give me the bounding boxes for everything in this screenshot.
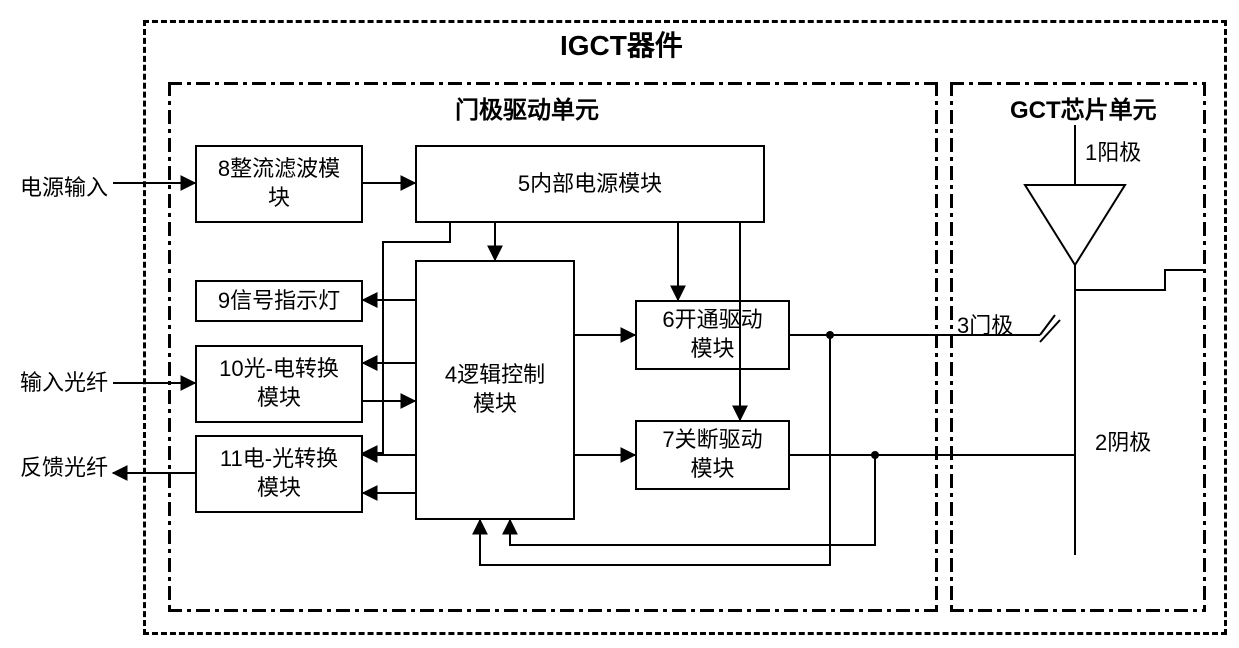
- chip-box-bot: [950, 609, 1206, 612]
- block-5-power: 5内部电源模块: [415, 145, 765, 223]
- block-6-on-drive: 6开通驱动 模块: [635, 300, 790, 370]
- label-fiber-in: 输入光纤: [20, 365, 108, 397]
- block-4-logic: 4逻辑控制 模块: [415, 260, 575, 520]
- chip-box-left: [950, 82, 953, 612]
- chip-box-top: [950, 82, 1206, 85]
- drive-box-bot: [168, 609, 938, 612]
- block-7-off-drive: 7关断驱动 模块: [635, 420, 790, 490]
- label-fiber-fb: 反馈光纤: [20, 450, 108, 482]
- block-11-elec-opt: 11电-光转换 模块: [195, 435, 363, 513]
- label-anode: 1阳极: [1085, 135, 1141, 167]
- block-diagram: IGCT器件 门极驱动单元 GCT芯片单元 电源输入 输入光纤 反馈光纤 1阳极…: [0, 0, 1239, 648]
- block-9-indicator: 9信号指示灯: [195, 280, 363, 322]
- drive-box-left: [168, 82, 171, 612]
- label-cathode: 2阴极: [1095, 425, 1151, 457]
- title-chip: GCT芯片单元: [1010, 90, 1157, 125]
- drive-box-right: [935, 82, 938, 612]
- label-gate: 3门极: [957, 308, 1013, 340]
- label-power-in: 电源输入: [20, 170, 108, 202]
- title-drive: 门极驱动单元: [455, 90, 599, 125]
- chip-box-right: [1203, 82, 1206, 612]
- block-10-opt-elec: 10光-电转换 模块: [195, 345, 363, 423]
- title-main: IGCT器件: [560, 24, 683, 64]
- drive-box-top: [168, 82, 938, 85]
- block-8-rectifier: 8整流滤波模 块: [195, 145, 363, 223]
